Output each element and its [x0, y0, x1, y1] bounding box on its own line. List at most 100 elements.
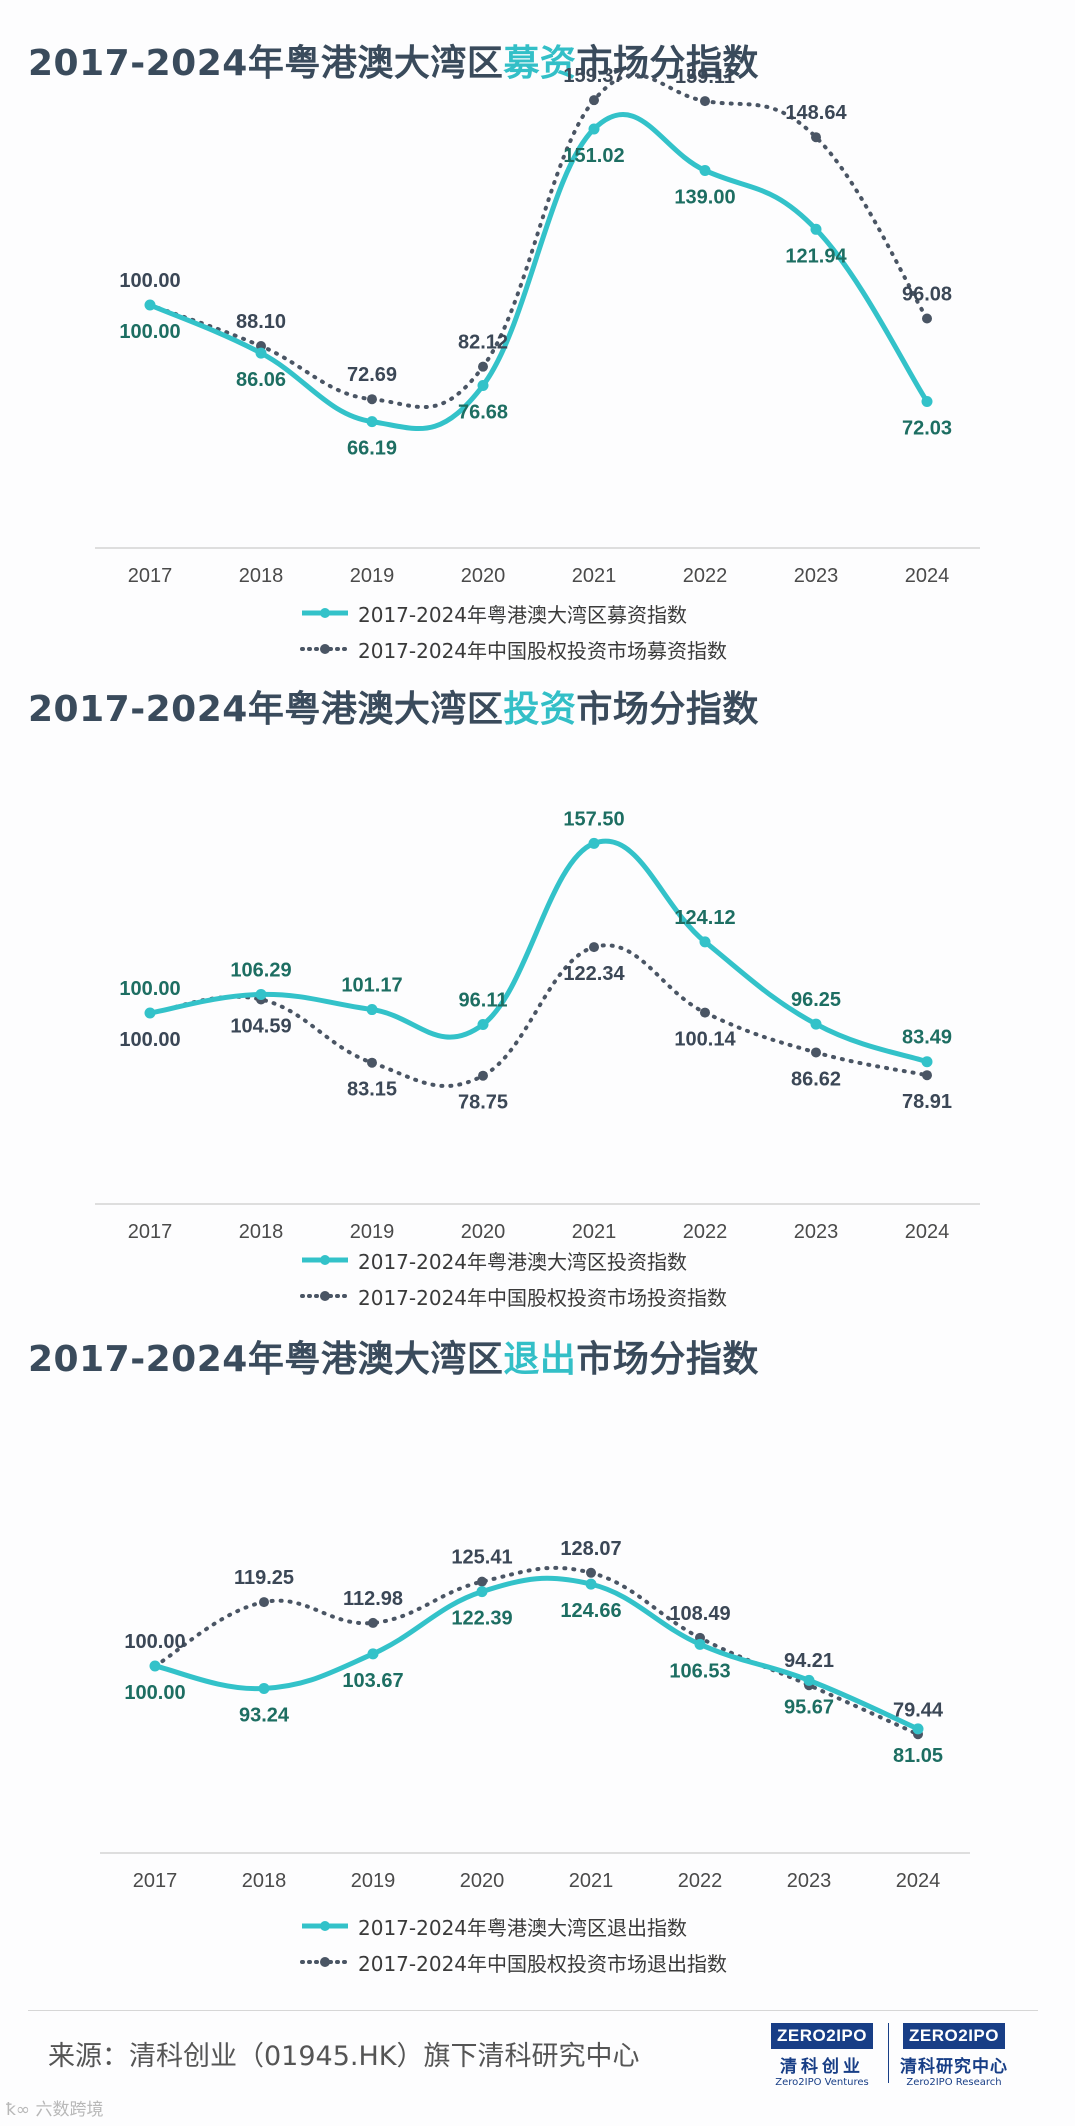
data-point-gba: [255, 347, 267, 359]
footer-divider: [28, 2010, 1038, 2011]
source-note: 来源：清科创业（01945.HK）旗下清科研究中心: [48, 2041, 640, 2072]
data-point-china: [478, 361, 488, 372]
data-label-gba: 121.94: [785, 245, 847, 267]
x-tick-label: 2019: [350, 565, 395, 587]
x-tick-label: 2024: [896, 1870, 941, 1892]
data-label-china: 100.00: [119, 270, 180, 292]
data-point-china: [259, 1597, 269, 1608]
legend-item-series-a: 2017-2024年粤港澳大湾区退出指数: [300, 1908, 727, 1944]
data-point-gba: [585, 1578, 597, 1590]
legend-label: 2017-2024年粤港澳大湾区投资指数: [358, 1249, 688, 1274]
data-label-gba: 86.06: [236, 369, 286, 391]
title-prefix: 2017-2024年粤港澳大湾区: [28, 1339, 504, 1380]
x-tick-label: 2020: [461, 565, 506, 587]
data-point-gba: [255, 988, 267, 1000]
data-label-gba: 93.24: [239, 1704, 290, 1726]
data-point-china: [478, 1070, 488, 1081]
series-line-gba: [154, 1575, 920, 1732]
data-point-china: [477, 1576, 487, 1587]
data-label-gba: 95.67: [784, 1696, 834, 1718]
x-tick-label: 2022: [683, 1221, 728, 1243]
data-label-china: 119.25: [234, 1567, 294, 1589]
legend-dotted-line-icon: [300, 1957, 350, 1967]
x-tick-label: 2021: [572, 565, 617, 587]
data-point-china: [368, 1617, 378, 1628]
data-label-gba: 106.53: [669, 1660, 730, 1682]
data-point-gba: [144, 299, 156, 311]
chart-legend: 2017-2024年粤港澳大湾区募资指数 2017-2024年中国股权投资市场募…: [300, 595, 727, 667]
data-point-gba: [699, 164, 711, 176]
data-point-gba: [149, 1660, 161, 1672]
legend-label: 2017-2024年粤港澳大湾区募资指数: [358, 602, 688, 627]
zero2ipo-research-logo: ZERO2IPO 清科研究中心 Zero2IPO Research: [900, 2023, 1008, 2088]
chart-legend: 2017-2024年粤港澳大湾区投资指数 2017-2024年中国股权投资市场投…: [300, 1242, 727, 1314]
data-point-china: [367, 394, 377, 405]
data-label-gba: 101.17: [341, 975, 402, 997]
legend-item-series-b: 2017-2024年中国股权投资市场退出指数: [300, 1944, 727, 1980]
data-label-gba: 66.19: [347, 438, 397, 460]
data-label-china: 82.12: [458, 332, 508, 354]
data-point-gba: [921, 395, 933, 407]
watermark-logo-icon: ꝁ∞: [6, 2100, 31, 2120]
chart-panel-investment: 2017-2024年粤港澳大湾区投资市场分指数 2017 2018 2019 2020…: [0, 680, 1075, 1330]
legend-solid-line-icon: [302, 1255, 348, 1265]
legend-item-series-a: 2017-2024年粤港澳大湾区投资指数: [300, 1242, 727, 1278]
data-label-china: 108.49: [669, 1603, 730, 1625]
legend-dotted-line-icon: [300, 644, 350, 654]
data-label-china: 88.10: [236, 311, 286, 333]
data-label-china: 100.00: [119, 1029, 180, 1051]
data-label-china: 100.00: [124, 1631, 185, 1653]
data-label-china: 78.75: [458, 1092, 508, 1114]
x-tick-label: 2018: [239, 1221, 284, 1243]
data-point-gba: [694, 1638, 706, 1650]
data-point-china: [589, 95, 599, 106]
data-point-gba: [367, 1648, 379, 1660]
data-label-gba: 122.39: [451, 1608, 512, 1630]
title-suffix: 市场分指数: [576, 1339, 759, 1380]
logo-mark: ZERO2IPO: [771, 2023, 873, 2049]
series-line-china: [148, 943, 929, 1088]
x-tick-label: 2024: [905, 565, 950, 587]
legend-solid-line-icon: [302, 1921, 348, 1931]
series-line-china: [148, 73, 929, 410]
title-highlight: 退出: [503, 1339, 577, 1380]
x-tick-label: 2017: [128, 1221, 173, 1243]
legend-item-series-b: 2017-2024年中国股权投资市场投资指数: [300, 1278, 727, 1314]
x-tick-label: 2020: [460, 1870, 505, 1892]
data-label-gba: 124.12: [674, 907, 735, 929]
series-line-gba: [149, 838, 928, 1065]
data-label-gba: 151.02: [563, 145, 624, 167]
x-tick-label: 2019: [351, 1870, 396, 1892]
chart-title: 2017-2024年粤港澳大湾区募资市场分指数: [28, 34, 759, 86]
data-label-china: 112.98: [343, 1588, 403, 1610]
line-chart: 2017 2018 2019 2020 2021 2022 2023 2024 100.00 10…: [95, 808, 980, 1243]
zero2ipo-ventures-logo: ZERO2IPO 清科创业 Zero2IPO Ventures: [768, 2023, 876, 2088]
data-point-gba: [476, 1586, 488, 1598]
legend-label: 2017-2024年中国股权投资市场募资指数: [358, 638, 728, 663]
data-label-gba: 106.29: [230, 959, 291, 981]
data-point-gba: [912, 1723, 924, 1735]
data-point-gba: [144, 1007, 156, 1019]
data-label-china: 78.91: [902, 1091, 952, 1113]
data-label-china: 72.69: [347, 364, 397, 386]
data-label-gba: 72.03: [902, 417, 952, 439]
data-label-china: 79.44: [893, 1699, 944, 1721]
data-label-gba: 81.05: [893, 1745, 943, 1767]
data-label-china: 83.15: [347, 1079, 397, 1101]
x-tick-label: 2017: [133, 1870, 178, 1892]
legend-label: 2017-2024年中国股权投资市场退出指数: [358, 1951, 728, 1976]
logo-en: Zero2IPO Research: [906, 2077, 1002, 2088]
x-tick-label: 2024: [905, 1221, 950, 1243]
logo-mark: ZERO2IPO: [903, 2023, 1005, 2049]
data-point-gba: [810, 1018, 822, 1030]
data-point-gba: [477, 379, 489, 391]
title-prefix: 2017-2024年粤港澳大湾区: [28, 689, 504, 730]
data-label-gba: 76.68: [458, 401, 508, 423]
data-point-gba: [699, 936, 711, 948]
data-label-gba: 100.00: [119, 321, 180, 343]
data-label-china: 100.14: [674, 1029, 736, 1051]
data-label-china: 125.41: [451, 1547, 512, 1569]
data-label-gba: 139.00: [674, 186, 735, 208]
watermark: ꝁ∞ 六数跨境: [6, 2095, 103, 2120]
data-point-china: [811, 1047, 821, 1058]
